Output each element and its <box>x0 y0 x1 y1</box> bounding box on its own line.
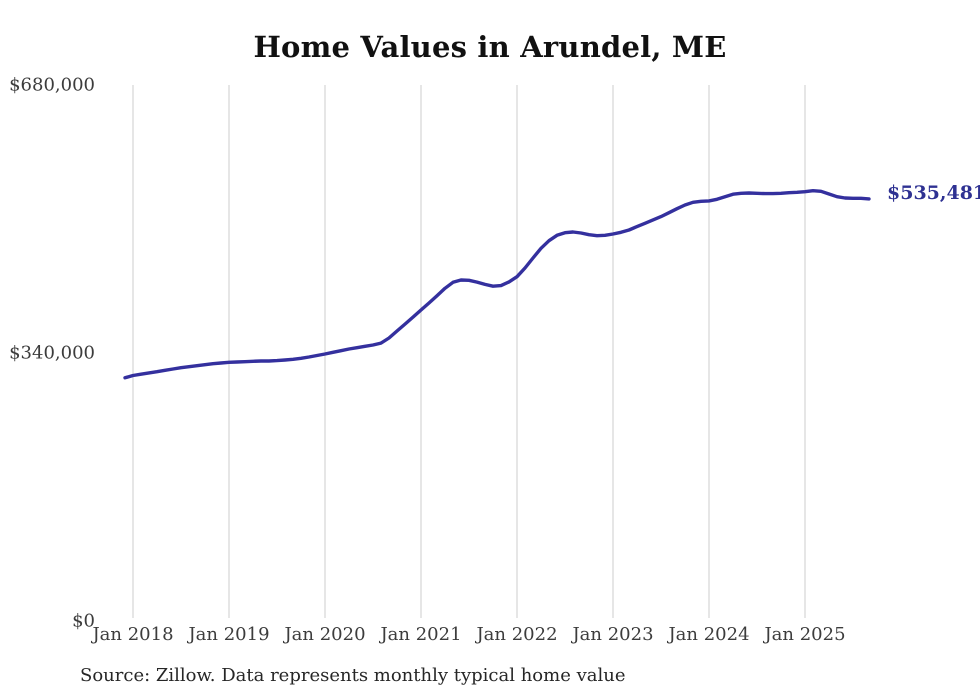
last-value-label: $535,481 <box>887 182 980 204</box>
y-tick-label: $680,000 <box>9 74 95 96</box>
y-tick-label: $340,000 <box>9 342 95 364</box>
x-tick-label: Jan 2019 <box>188 624 270 645</box>
x-tick-label: Jan 2025 <box>764 624 846 645</box>
x-tick-label: Jan 2023 <box>572 624 654 645</box>
x-tick-label: Jan 2024 <box>668 624 750 645</box>
x-tick-label: Jan 2022 <box>476 624 558 645</box>
x-tick-label: Jan 2020 <box>284 624 366 645</box>
source-note: Source: Zillow. Data represents monthly … <box>80 665 626 686</box>
x-tick-label: Jan 2018 <box>92 624 174 645</box>
home-value-series-line <box>123 188 871 380</box>
chart-title: Home Values in Arundel, ME <box>253 30 727 64</box>
x-tick-label: Jan 2021 <box>380 624 462 645</box>
y-tick-label: $0 <box>72 610 95 632</box>
